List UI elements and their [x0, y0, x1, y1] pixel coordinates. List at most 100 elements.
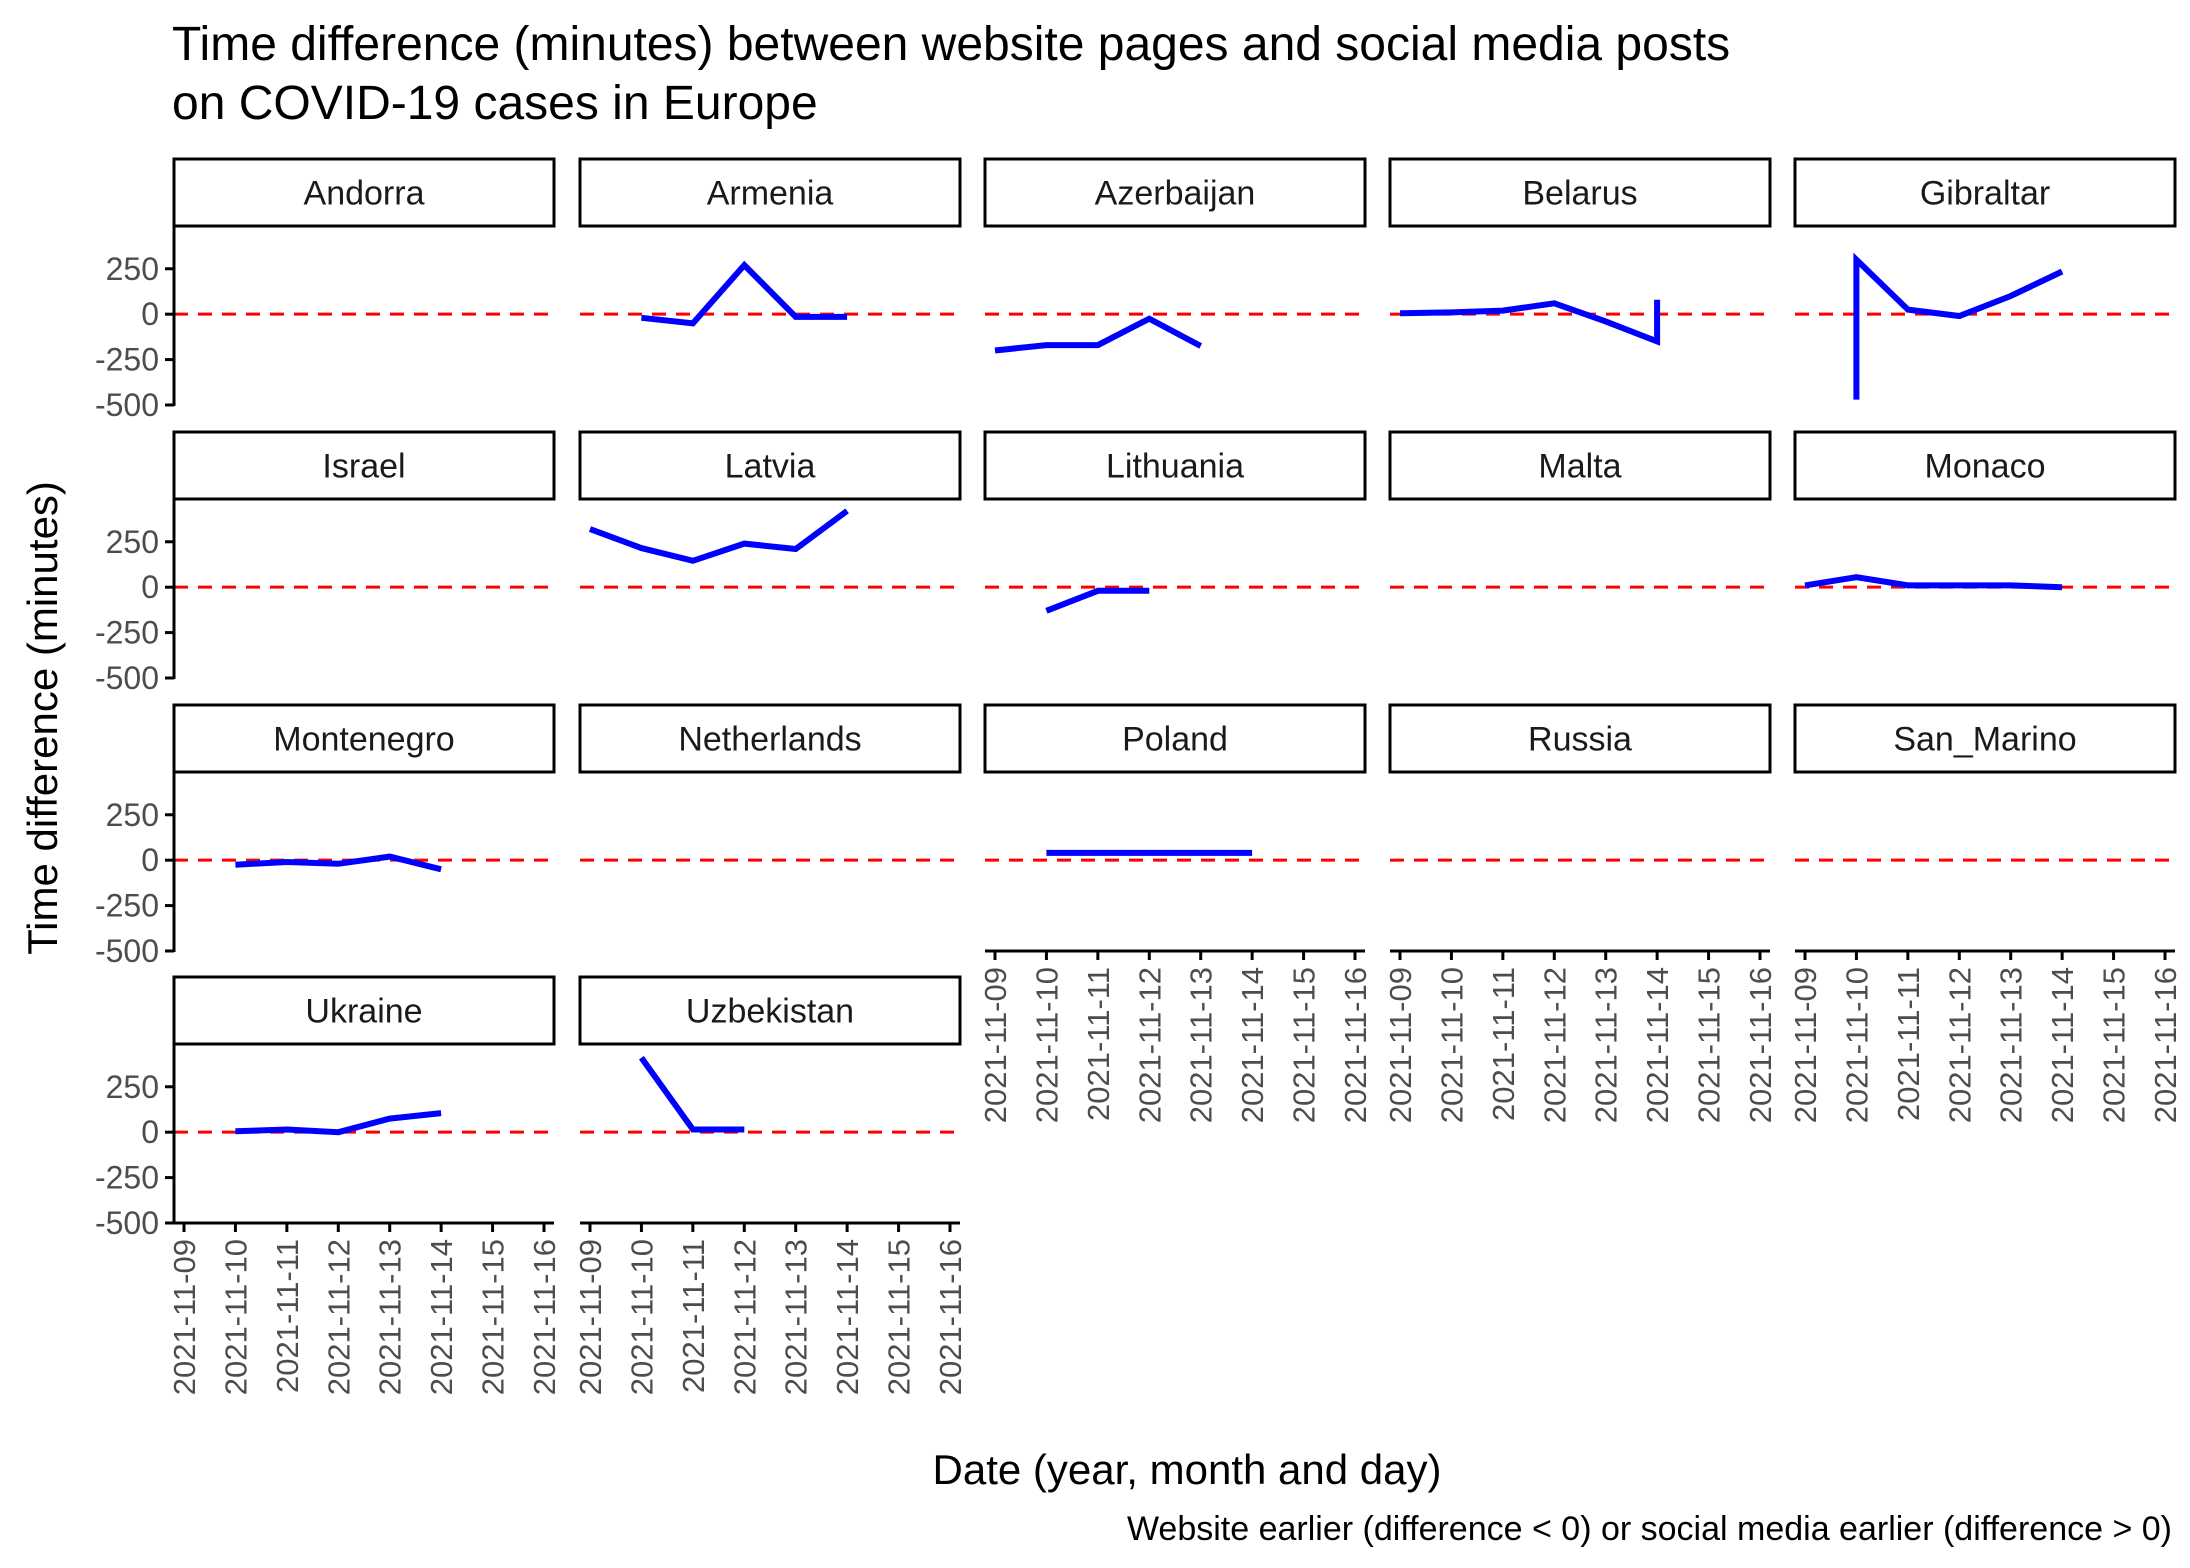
series-line-belarus	[1399, 299, 1661, 346]
y-tick-label: -250	[95, 1160, 159, 1196]
x-tick-label: 2021-11-13	[1589, 967, 1624, 1123]
facet-israel: Israel 250 0 -250 -500	[95, 430, 556, 696]
y-tick-label: 250	[106, 797, 159, 833]
facet-strip-label: Malta	[1538, 448, 1621, 486]
chart-title: Time difference (minutes) between websit…	[172, 18, 1730, 130]
facet-gibraltar: Gibraltar	[1793, 157, 2177, 400]
facet-strip	[1793, 703, 2177, 774]
facet-strip	[983, 430, 1367, 501]
facet-strip	[578, 157, 962, 228]
x-tick-label: 2021-11-09	[1788, 967, 1823, 1123]
x-tick-label: 2021-11-15	[476, 1239, 511, 1395]
facet-strip-label: Latvia	[725, 448, 816, 486]
series-line-azerbaijan	[994, 315, 1203, 354]
series-line-latvia	[588, 508, 849, 564]
x-tick-label: 2021-11-14	[2045, 967, 2080, 1123]
series-line-uzbekistan	[638, 1055, 745, 1133]
facet-strip-label: Netherlands	[678, 721, 861, 759]
facet-strip-label: Poland	[1122, 721, 1228, 759]
x-tick-label: 2021-11-12	[1942, 967, 1977, 1123]
x-tick-label: 2021-11-09	[573, 1239, 608, 1395]
x-tick-label: 2021-11-11	[1891, 967, 1926, 1121]
facet-strip	[172, 703, 556, 774]
x-tick-label: 2021-11-16	[933, 1239, 968, 1395]
facet-poland: Poland 2021-11-09 2021-11-10 2021-11-11 2021…	[978, 703, 1373, 1123]
facet-strip-label: Armenia	[707, 175, 834, 213]
facet-strip	[172, 430, 556, 501]
series-line-montenegro	[235, 853, 442, 873]
facet-strip	[1793, 430, 2177, 501]
series-line-armenia	[641, 260, 848, 327]
facet-strip	[578, 430, 962, 501]
facet-strip	[983, 157, 1367, 228]
series-line-ukraine	[235, 1110, 442, 1136]
facet-strip-label: Andorra	[304, 175, 425, 213]
x-tick-label: 2021-11-09	[1383, 967, 1418, 1123]
y-tick-label: -500	[95, 1205, 159, 1241]
x-tick-label: 2021-11-10	[218, 1239, 253, 1395]
x-tick-label: 2021-11-14	[424, 1239, 459, 1395]
y-tick-label: -250	[95, 888, 159, 924]
facet-latvia: Latvia	[578, 430, 962, 589]
y-tick-label: 250	[106, 524, 159, 560]
x-tick-label: 2021-11-15	[1692, 967, 1727, 1123]
facet-uzbekistan: Uzbekistan 2021-11-09 2021-11-10 2021-11-11…	[573, 975, 968, 1395]
series-line-gibraltar	[1853, 252, 2064, 400]
y-tick-label: 0	[141, 569, 159, 605]
x-tick-label: 2021-11-10	[624, 1239, 659, 1395]
x-tick-label: 2021-11-13	[1184, 967, 1219, 1123]
x-tick-label: 2021-11-14	[1640, 967, 1675, 1123]
y-tick-label: -500	[95, 660, 159, 696]
y-tick-label: 250	[106, 1069, 159, 1105]
x-tick-label: 2021-11-11	[676, 1239, 711, 1393]
facet-strip	[578, 975, 962, 1046]
x-tick-label: 2021-11-16	[1338, 967, 1373, 1123]
x-tick-label: 2021-11-16	[1743, 967, 1778, 1123]
series-line-monaco	[1804, 574, 2063, 591]
y-tick-label: -250	[95, 615, 159, 651]
x-tick-label: 2021-11-09	[167, 1239, 202, 1395]
x-tick-label: 2021-11-12	[321, 1239, 356, 1395]
facet-andorra: Andorra 250 0 -250 -500	[95, 157, 556, 423]
x-tick-label: 2021-11-12	[727, 1239, 762, 1395]
facet-san-marino: San_Marino 2021-11-09 2021-11-10 2021-11-11…	[1788, 703, 2183, 1123]
y-tick-label: 0	[141, 296, 159, 332]
facet-strip	[1388, 430, 1772, 501]
x-tick-label: 2021-11-13	[373, 1239, 408, 1395]
y-tick-label: -250	[95, 342, 159, 378]
facet-montenegro: Montenegro 250 0 -250 -500	[95, 703, 556, 969]
x-axis-label: Date (year, month and day)	[933, 1446, 1442, 1493]
x-tick-label: 2021-11-12	[1132, 967, 1167, 1123]
x-tick-label: 2021-11-15	[2097, 967, 2132, 1123]
x-tick-label: 2021-11-16	[2148, 967, 2183, 1123]
chart-title-line-2: on COVID-19 cases in Europe	[172, 77, 818, 130]
x-tick-label: 2021-11-11	[1081, 967, 1116, 1121]
facet-strip	[172, 975, 556, 1046]
y-tick-label: -500	[95, 933, 159, 969]
facet-panels: Andorra 250 0 -250 -500 Armenia Azerbaijan Bela…	[95, 157, 2183, 1395]
facet-strip-label: Montenegro	[273, 721, 454, 759]
x-tick-label: 2021-11-10	[1029, 967, 1064, 1123]
facet-strip-label: Gibraltar	[1920, 175, 2050, 213]
facet-strip	[1388, 703, 1772, 774]
facet-strip	[578, 703, 962, 774]
x-tick-label: 2021-11-16	[527, 1239, 562, 1395]
facet-monaco: Monaco	[1793, 430, 2177, 591]
facet-strip-label: Israel	[322, 448, 405, 486]
x-tick-label: 2021-11-13	[779, 1239, 814, 1395]
facet-russia: Russia 2021-11-09 2021-11-10 2021-11-11 2021…	[1383, 703, 1778, 1123]
facet-strip	[172, 157, 556, 228]
x-tick-label: 2021-11-15	[882, 1239, 917, 1395]
facet-strip-label: San_Marino	[1893, 721, 2076, 759]
facet-strip-label: Uzbekistan	[686, 993, 854, 1031]
x-tick-label: 2021-11-15	[1287, 967, 1322, 1123]
y-axis-label: Time difference (minutes)	[19, 481, 66, 955]
series-line-lithuania	[1045, 587, 1150, 614]
x-tick-label: 2021-11-09	[978, 967, 1013, 1123]
chart-caption: Website earlier (difference < 0) or soci…	[1127, 1510, 2172, 1548]
facet-malta: Malta	[1388, 430, 1772, 589]
x-tick-label: 2021-11-14	[1235, 967, 1270, 1123]
x-tick-label: 2021-11-11	[270, 1239, 305, 1393]
